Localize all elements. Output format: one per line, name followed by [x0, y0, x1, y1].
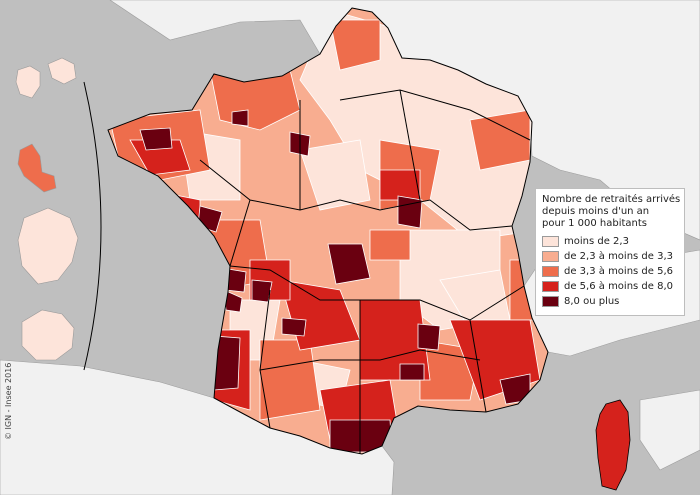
overseas-insets [15, 57, 79, 361]
legend-item: de 5,6 à moins de 8,0 [542, 279, 678, 294]
map-legend: Nombre de retraités arrivés depuis moins… [535, 188, 685, 316]
legend-swatch [542, 266, 559, 277]
legend-label: 8,0 ou plus [564, 295, 620, 307]
guyane [17, 207, 79, 285]
reunion [21, 309, 75, 361]
legend-item: de 2,3 à moins de 3,3 [542, 249, 678, 264]
legend-swatch [542, 281, 559, 292]
region-borders [107, 7, 549, 455]
legend-title-line-1: Nombre de retraités arrivés [542, 194, 681, 205]
copyright-credit: © IGN - Insee 2016 [4, 362, 13, 440]
inset-separator [83, 81, 102, 371]
legend-title-line-2: depuis moins d'un an [542, 206, 650, 217]
legend-label: de 2,3 à moins de 3,3 [564, 250, 674, 262]
corsica [595, 399, 631, 491]
legend-title-line-3: pour 1 000 habitants [542, 218, 648, 229]
legend-swatch [542, 251, 559, 262]
legend-label: de 5,6 à moins de 8,0 [564, 280, 674, 292]
legend-swatch [542, 236, 559, 247]
legend-item: 8,0 ou plus [542, 294, 678, 309]
martinique [17, 143, 57, 193]
guadeloupe [15, 57, 77, 99]
legend-title: Nombre de retraités arrivés depuis moins… [542, 194, 681, 230]
legend-item: moins de 2,3 [542, 234, 678, 249]
legend-label: de 3,3 à moins de 5,6 [564, 265, 674, 277]
legend-swatch [542, 296, 559, 307]
legend-label: moins de 2,3 [564, 235, 629, 247]
legend-item: de 3,3 à moins de 5,6 [542, 264, 678, 279]
